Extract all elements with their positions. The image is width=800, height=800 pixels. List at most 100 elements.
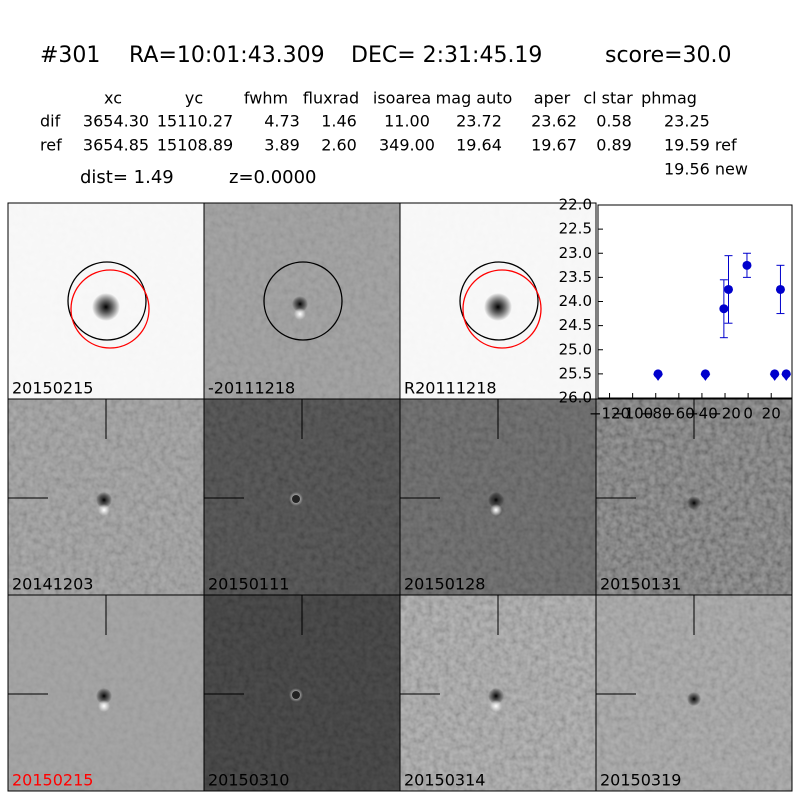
column-header: yc xyxy=(185,89,203,108)
stamp-label: 20150215 xyxy=(12,379,93,398)
y-tick-label: 24.5 xyxy=(559,316,592,334)
image-stamp: -20111218 xyxy=(203,202,401,400)
source-residual xyxy=(490,700,502,712)
y-tick-label: 25.5 xyxy=(559,364,592,382)
stamp-content xyxy=(596,595,792,791)
image-stamp: 20150215 xyxy=(7,202,205,400)
data-point xyxy=(742,260,752,270)
y-tick-label: 22.0 xyxy=(559,196,592,214)
candidate-id: #301 xyxy=(40,43,100,68)
stamp-label: 20150111 xyxy=(208,575,289,594)
stamp-content xyxy=(596,399,792,595)
table-cell: 0.89 xyxy=(596,136,632,155)
source-residual xyxy=(490,504,502,516)
stamp-label: 20150314 xyxy=(404,771,485,790)
table-cell: 3654.85 xyxy=(83,136,149,155)
table-cell: 3.89 xyxy=(264,136,300,155)
source xyxy=(92,293,120,321)
x-tick-label: −40 xyxy=(686,405,718,423)
data-point xyxy=(719,304,729,314)
x-tick-label: 20 xyxy=(762,405,781,423)
stamp-label: 20141203 xyxy=(12,575,93,594)
stamp-content xyxy=(8,203,204,399)
stamp-content xyxy=(204,399,400,595)
source xyxy=(687,692,701,706)
stamp-label: 20150215 xyxy=(12,771,93,790)
image-stamp: R20111218 xyxy=(399,202,597,400)
source xyxy=(687,496,701,510)
data-point xyxy=(723,284,733,294)
aperture xyxy=(459,261,539,341)
source-residual xyxy=(294,308,306,320)
ra: RA=10:01:43.309 xyxy=(129,43,325,68)
data-point xyxy=(770,369,780,379)
source xyxy=(484,293,512,321)
column-header: cl star xyxy=(583,89,633,108)
column-header: fwhm xyxy=(244,89,288,108)
source xyxy=(96,492,112,508)
data-point xyxy=(775,284,785,294)
image-stamp: 20141203 xyxy=(7,398,205,596)
stamp-label: 20150131 xyxy=(600,575,681,594)
table-cell: 19.59 ref xyxy=(664,136,737,155)
table-cell: 11.00 xyxy=(384,112,430,131)
aperture xyxy=(263,261,343,341)
image-stamp: 20150314 xyxy=(399,594,597,792)
stamp-content xyxy=(400,595,596,791)
data-point xyxy=(700,369,710,379)
plot-area xyxy=(597,204,793,399)
source xyxy=(292,495,300,503)
x-tick-label: −60 xyxy=(663,405,695,423)
stamp-content xyxy=(8,595,204,791)
dec: DEC= 2:31:45.19 xyxy=(351,43,542,68)
source xyxy=(292,296,308,312)
stamp-label: 20150319 xyxy=(600,771,681,790)
row-label: ref xyxy=(40,136,62,155)
data-point xyxy=(781,369,791,379)
column-header: isoarea xyxy=(373,89,431,108)
stamp-content xyxy=(8,399,204,595)
x-tick-label: −20 xyxy=(709,405,741,423)
aperture xyxy=(462,269,542,349)
column-header: xc xyxy=(104,89,122,108)
stamp-content xyxy=(204,595,400,791)
column-header: phmag xyxy=(641,89,697,108)
y-tick-label: 26.0 xyxy=(559,389,592,407)
table-cell: 23.72 xyxy=(456,112,502,131)
score: score=30.0 xyxy=(605,43,732,68)
x-tick-label: −120 xyxy=(589,405,630,423)
table-cell: 349.00 xyxy=(379,136,435,155)
source xyxy=(96,688,112,704)
image-stamp: 20150111 xyxy=(203,398,401,596)
source xyxy=(488,492,504,508)
source-residual xyxy=(98,700,110,712)
image-stamp: 20150215 xyxy=(7,594,205,792)
stamp-content xyxy=(204,203,400,399)
data-point xyxy=(653,369,663,379)
stamp-label: 20150310 xyxy=(208,771,289,790)
y-tick-label: 23.0 xyxy=(559,244,592,262)
stamp-content xyxy=(400,399,596,595)
image-stamp: 20150319 xyxy=(595,594,793,792)
aperture xyxy=(70,269,150,349)
row-label: dif xyxy=(40,112,61,131)
table-cell: 2.60 xyxy=(321,136,357,155)
image-stamp: 20150131 xyxy=(595,398,793,596)
stamp-label: -20111218 xyxy=(208,379,295,398)
source-residual xyxy=(98,504,110,516)
image-stamp: 20150128 xyxy=(399,398,597,596)
column-header: aper xyxy=(534,89,571,108)
table-cell: 23.25 xyxy=(664,112,710,131)
table-cell: 1.46 xyxy=(321,112,357,131)
dist: dist= 1.49 xyxy=(80,167,174,188)
column-header: fluxrad xyxy=(303,89,359,108)
aperture xyxy=(67,261,147,341)
table-cell: 19.67 xyxy=(531,136,577,155)
stamp-label: R20111218 xyxy=(404,379,497,398)
table-cell: 23.62 xyxy=(531,112,577,131)
table-cell: 0.58 xyxy=(596,112,632,131)
x-tick-label: −80 xyxy=(640,405,672,423)
stamp-content xyxy=(400,203,596,399)
redshift: z=0.0000 xyxy=(229,167,317,188)
column-header: mag auto xyxy=(436,89,513,108)
